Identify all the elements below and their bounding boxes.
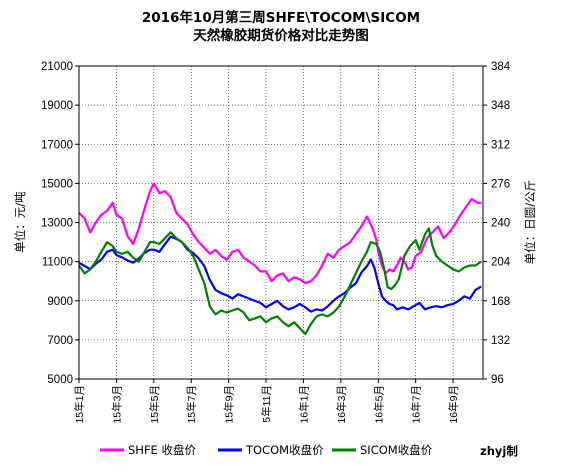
y-axis-right: 96 132 168 204 240 276 312 348 384	[483, 61, 511, 386]
series-line-3	[78, 227, 482, 336]
grid-lines	[79, 66, 483, 379]
y-right-tick-label: 96	[491, 374, 504, 386]
series-line-1	[78, 182, 482, 285]
y-right-tick-label: 240	[491, 218, 510, 230]
credit-text: zhyj制	[480, 444, 518, 458]
y-left-tick-label: 13000	[41, 218, 73, 230]
y-left-tick-label: 9000	[47, 296, 73, 308]
x-tick-label: 15年1月	[73, 385, 86, 424]
y-right-tick-label: 168	[491, 296, 510, 308]
y-right-tick-label: 384	[491, 61, 511, 73]
x-axis: 15年1月 15年3月 15年5月 15年7月 15年9月 5年11月 16年1月 16年3月…	[73, 379, 460, 424]
x-tick-label: 16年1月	[297, 385, 310, 424]
x-tick-label: 16年7月	[410, 385, 423, 424]
y-left-tick-label: 21000	[41, 61, 73, 73]
y-left-tick-label: 19000	[41, 100, 73, 112]
y-right-tick-label: 348	[491, 100, 510, 112]
y-axis-left: 5000 7000 9000 11000 13000 15000 17000 19000 210…	[41, 61, 79, 386]
chart-title-line2: 天然橡胶期货价格对比走势图	[193, 27, 369, 44]
legend-label: SHFE 收盘价	[128, 443, 196, 457]
y-right-tick-label: 312	[491, 139, 510, 151]
x-tick-label: 15年9月	[223, 385, 236, 424]
legend: SHFE 收盘价 TOCOM收盘价 SICOM收盘价	[100, 443, 433, 457]
legend-label: SICOM收盘价	[360, 443, 433, 457]
x-tick-label: 16年9月	[447, 385, 460, 424]
y-right-tick-label: 204	[491, 257, 511, 269]
x-tick-label: 5年11月	[260, 385, 273, 423]
y-right-tick-label: 276	[491, 178, 510, 190]
y-axis-right-label: 单位：日圆/公斤	[523, 180, 537, 264]
x-tick-label: 16年3月	[335, 385, 348, 424]
series-layer	[78, 182, 482, 336]
y-left-tick-label: 5000	[47, 374, 73, 386]
x-tick-label: 15年7月	[185, 385, 198, 424]
x-tick-label: 15年3月	[110, 385, 123, 424]
y-axis-left-label: 单位：元/吨	[13, 191, 27, 253]
y-right-tick-label: 132	[491, 335, 510, 347]
y-left-tick-label: 7000	[47, 335, 73, 347]
x-tick-label: 15年5月	[148, 385, 161, 424]
y-left-tick-label: 15000	[41, 178, 73, 190]
series-line-2	[78, 235, 482, 313]
chart-title-line1: 2016年10月第三周SHFE\TOCOM\SICOM	[142, 9, 420, 26]
legend-label: TOCOM收盘价	[245, 443, 324, 457]
x-tick-label: 16年5月	[372, 385, 385, 424]
y-left-tick-label: 11000	[42, 257, 73, 269]
y-left-tick-label: 17000	[41, 139, 73, 151]
